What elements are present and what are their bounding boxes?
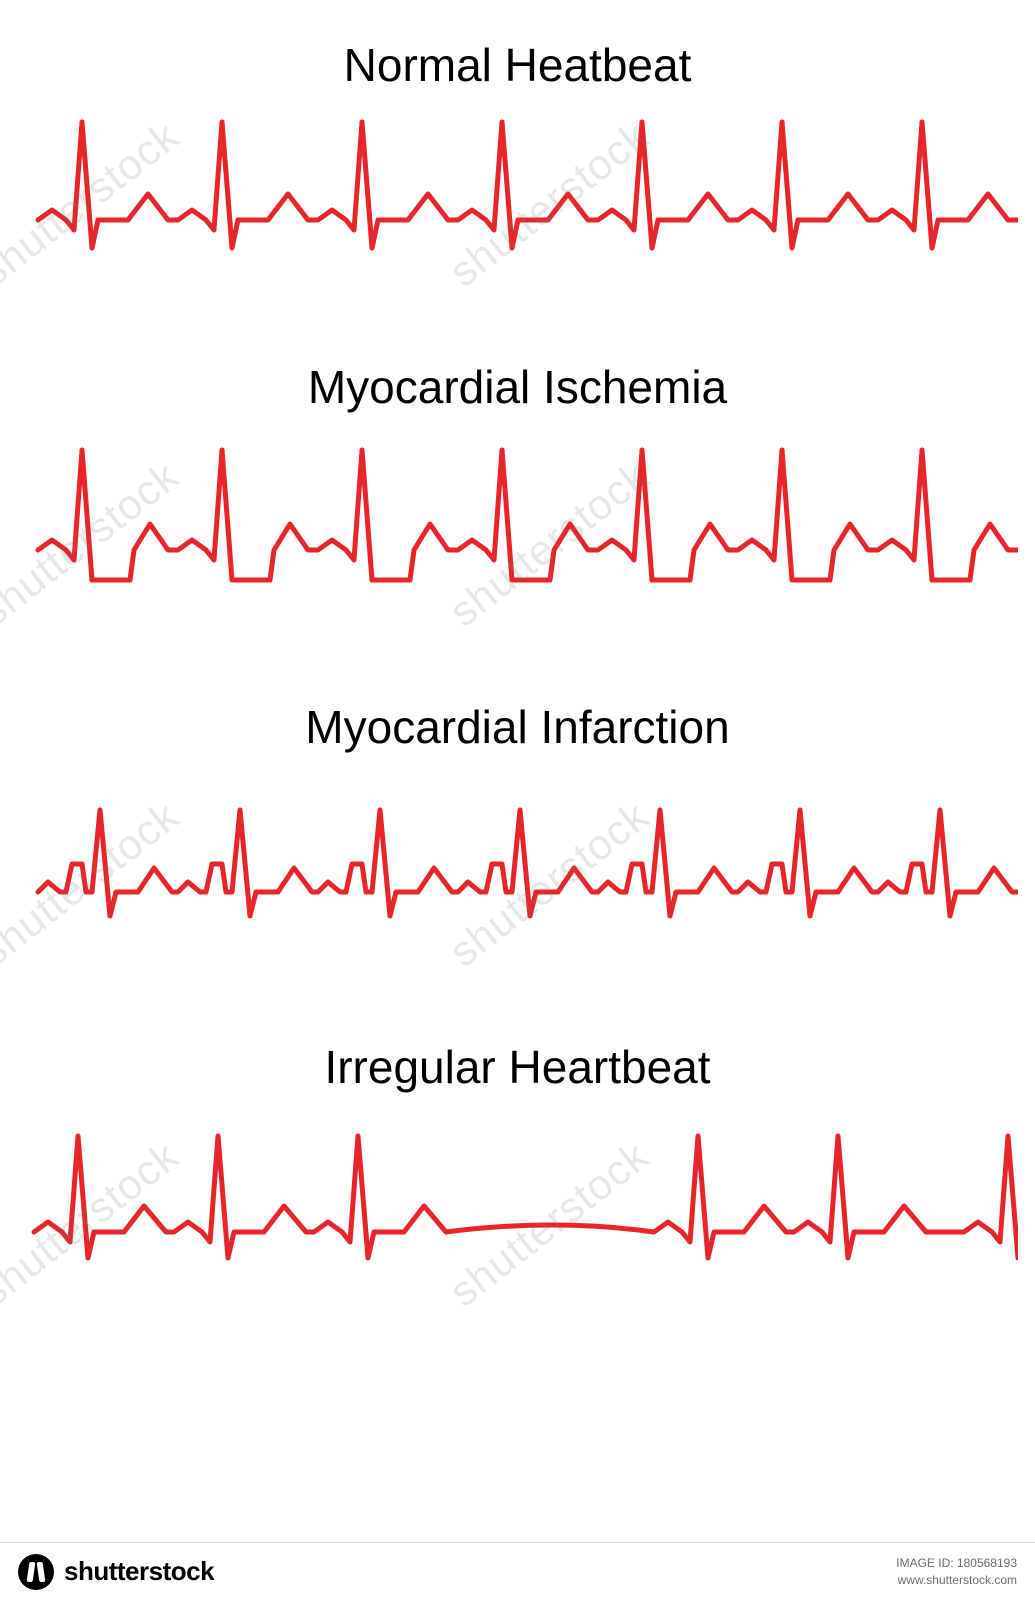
panel-title-normal: Normal Heatbeat bbox=[0, 38, 1035, 92]
ecg-trace-normal bbox=[18, 100, 1018, 290]
footer-logo-text: shutterstock bbox=[64, 1556, 214, 1587]
footer-site: www.shutterstock.com bbox=[896, 1572, 1017, 1589]
footer-logo-group: shutterstock bbox=[18, 1554, 214, 1590]
panel-title-ischemia: Myocardial Ischemia bbox=[0, 360, 1035, 414]
footer-meta: IMAGE ID: 180568193 www.shutterstock.com bbox=[896, 1555, 1017, 1589]
footer-bar: shutterstock IMAGE ID: 180568193 www.shu… bbox=[0, 1542, 1035, 1600]
image-id-label: IMAGE ID: bbox=[896, 1556, 953, 1570]
ecg-trace-irregular bbox=[18, 1112, 1018, 1302]
panel-title-infarction: Myocardial Infarction bbox=[0, 700, 1035, 754]
panel-title-irregular: Irregular Heartbeat bbox=[0, 1040, 1035, 1094]
image-id-value: 180568193 bbox=[957, 1556, 1017, 1570]
shutterstock-logo-icon bbox=[18, 1554, 54, 1590]
ecg-trace-ischemia bbox=[18, 430, 1018, 620]
ecg-trace-infarction bbox=[18, 772, 1018, 962]
